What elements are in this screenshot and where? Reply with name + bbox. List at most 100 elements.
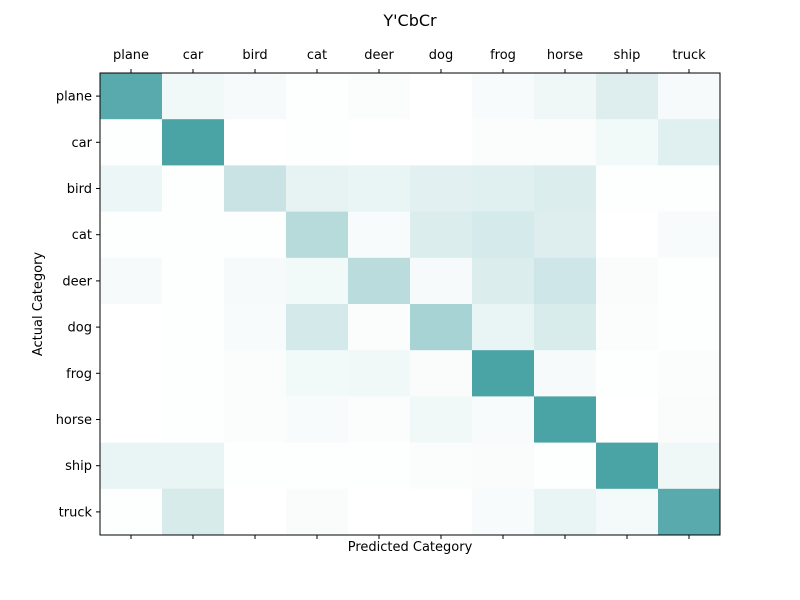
heatmap-cell-ship-frog [472, 442, 535, 490]
heatmap-cell-ship-car [162, 442, 225, 490]
heatmap-cell-deer-car [162, 257, 225, 305]
heatmap-cell-truck-deer [348, 488, 411, 536]
heatmap-cell-plane-plane [100, 73, 163, 120]
heatmap-cell-cat-horse [534, 211, 597, 259]
heatmap-cell-ship-deer [348, 442, 411, 490]
heatmap-cell-horse-truck [658, 396, 721, 444]
heatmap-cell-plane-cat [286, 73, 349, 120]
heatmap-cell-frog-truck [658, 350, 721, 397]
heatmap-cell-ship-plane [100, 442, 163, 490]
x-tick-label-bird: bird [242, 48, 267, 63]
heatmap-cell-cat-deer [348, 211, 411, 259]
heatmap-cell-deer-truck [658, 257, 721, 305]
heatmap-cell-horse-frog [472, 396, 535, 444]
heatmap-cell-cat-frog [472, 211, 535, 259]
heatmap-cell-plane-deer [348, 73, 411, 120]
y-axis-label: Actual Category [31, 252, 46, 357]
heatmap-cell-frog-horse [534, 350, 597, 397]
x-tick-label-deer: deer [364, 48, 394, 63]
y-tick-label-deer: deer [62, 274, 92, 289]
heatmap-cell-plane-ship [596, 73, 659, 120]
heatmap-cell-dog-plane [100, 304, 163, 351]
heatmap-cell-bird-frog [472, 165, 535, 213]
y-tick-label-plane: plane [56, 90, 92, 105]
y-tick-label-bird: bird [67, 182, 92, 197]
heatmap-cell-horse-deer [348, 396, 411, 444]
heatmap-cell-frog-car [162, 350, 225, 397]
heatmap-cell-bird-deer [348, 165, 411, 213]
heatmap-cell-frog-ship [596, 350, 659, 397]
y-tick-label-car: car [72, 136, 93, 151]
heatmap-cell-plane-horse [534, 73, 597, 120]
heatmap-cell-bird-dog [410, 165, 473, 213]
heatmap-cell-deer-deer [348, 257, 411, 305]
heatmap-cell-frog-frog [472, 350, 535, 397]
x-tick-labels: plane car bird cat deer dog frog horse ship truck [113, 48, 706, 539]
heatmap-cell-car-frog [472, 119, 535, 166]
heatmap-cell-ship-bird [224, 442, 287, 490]
heatmap-cell-truck-horse [534, 488, 597, 536]
heatmap-cell-car-cat [286, 119, 349, 166]
heatmap-cell-dog-cat [286, 304, 349, 351]
x-tick-label-dog: dog [429, 48, 453, 63]
heatmap-cell-horse-cat [286, 396, 349, 444]
heatmap-cell-ship-ship [596, 442, 659, 490]
heatmap-cell-horse-car [162, 396, 225, 444]
y-tick-labels: plane car bird cat deer dog frog horse ship truck [56, 90, 100, 520]
heatmap-cell-car-bird [224, 119, 287, 166]
heatmap-cell-bird-plane [100, 165, 163, 213]
heatmap-cell-bird-truck [658, 165, 721, 213]
heatmap-cell-cat-bird [224, 211, 287, 259]
heatmap-cell-dog-bird [224, 304, 287, 351]
heatmap-cell-dog-car [162, 304, 225, 351]
heatmap-cell-plane-car [162, 73, 225, 120]
heatmap-cell-car-truck [658, 119, 721, 166]
heatmap-cell-truck-dog [410, 488, 473, 536]
heatmap-cell-dog-ship [596, 304, 659, 351]
heatmap-cell-ship-horse [534, 442, 597, 490]
heatmap-cell-dog-horse [534, 304, 597, 351]
heatmap-cell-plane-frog [472, 73, 535, 120]
heatmap-cell-dog-frog [472, 304, 535, 351]
heatmap-cell-cat-ship [596, 211, 659, 259]
heatmap-cell-bird-horse [534, 165, 597, 213]
heatmap-cell-car-plane [100, 119, 163, 166]
heatmap-cell-truck-cat [286, 488, 349, 536]
heatmap-cell-bird-bird [224, 165, 287, 213]
heatmap-cell-deer-cat [286, 257, 349, 305]
heatmap-cell-car-horse [534, 119, 597, 166]
heatmap-cell-dog-deer [348, 304, 411, 351]
chart-title: Y'CbCr [382, 11, 437, 30]
heatmap-cell-car-ship [596, 119, 659, 166]
heatmap-cell-deer-horse [534, 257, 597, 305]
x-tick-label-truck: truck [672, 48, 706, 63]
heatmap-cell-car-deer [348, 119, 411, 166]
y-tick-label-horse: horse [56, 413, 92, 428]
heatmap-cell-bird-ship [596, 165, 659, 213]
y-tick-label-cat: cat [72, 228, 92, 243]
heatmap-cell-cat-plane [100, 211, 163, 259]
heatmap-cell-frog-deer [348, 350, 411, 397]
x-tick-label-horse: horse [547, 48, 583, 63]
heatmap-cell-ship-dog [410, 442, 473, 490]
plot-frame [99, 72, 721, 536]
y-tick-label-dog: dog [68, 321, 92, 336]
heatmap-cell-cat-truck [658, 211, 721, 259]
heatmap-cell-truck-plane [100, 488, 163, 536]
y-tick-label-frog: frog [66, 367, 92, 382]
heatmap-cell-horse-ship [596, 396, 659, 444]
heatmap-cell-truck-ship [596, 488, 659, 536]
heatmap-cells [100, 73, 721, 536]
heatmap-cell-plane-truck [658, 73, 721, 120]
heatmap-cell-plane-bird [224, 73, 287, 120]
heatmap-cell-deer-plane [100, 257, 163, 305]
heatmap-cell-dog-truck [658, 304, 721, 351]
heatmap-cell-horse-horse [534, 396, 597, 444]
x-tick-label-cat: cat [307, 48, 327, 63]
heatmap-cell-cat-car [162, 211, 225, 259]
heatmap-cell-deer-bird [224, 257, 287, 305]
heatmap-cell-car-dog [410, 119, 473, 166]
heatmap-cell-horse-dog [410, 396, 473, 444]
x-axis-label: Predicted Category [348, 540, 473, 555]
